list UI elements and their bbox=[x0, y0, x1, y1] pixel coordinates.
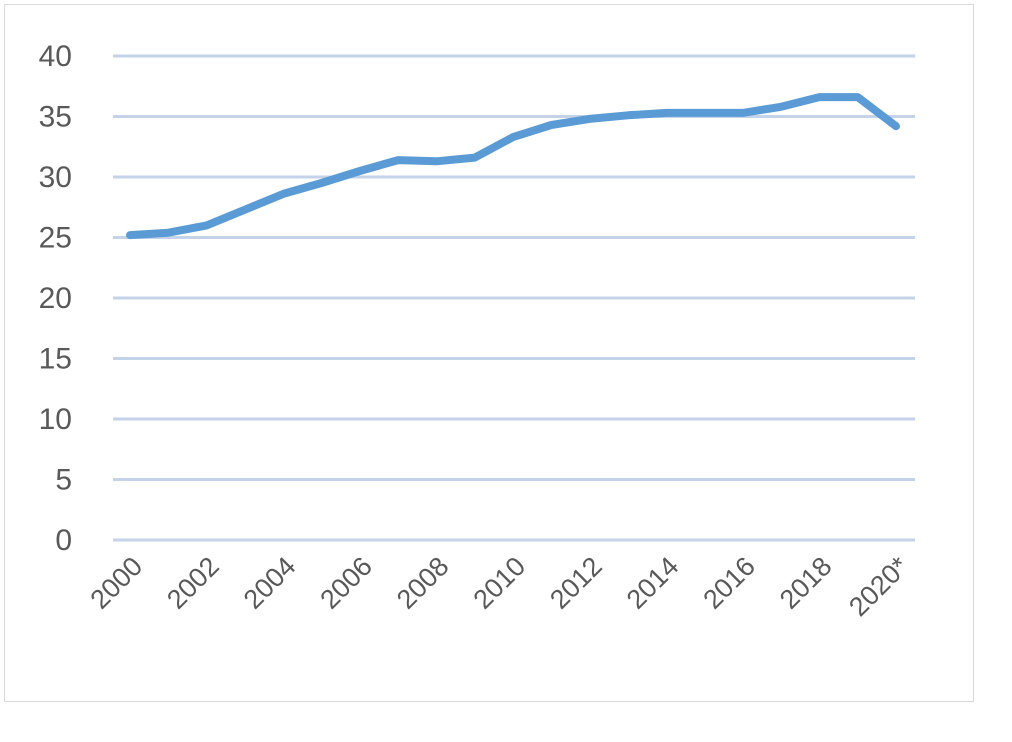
x-tick-label-2002: 2002 bbox=[161, 551, 225, 615]
data-point-2013 bbox=[627, 114, 629, 116]
x-tick-label-2000: 2000 bbox=[85, 551, 149, 615]
data-point-2001 bbox=[167, 232, 169, 234]
data-point-2016 bbox=[742, 112, 744, 114]
y-tick-label-25: 25 bbox=[39, 222, 72, 255]
x-axis-tick-labels: 2000 2002 2004 2006 2008 2010 2012 2014 2016 2018… bbox=[85, 551, 915, 622]
y-tick-label-10: 10 bbox=[39, 403, 72, 436]
y-tick-label-20: 20 bbox=[39, 282, 72, 315]
y-tick-label-0: 0 bbox=[55, 524, 72, 557]
x-tick-label-2016: 2016 bbox=[697, 551, 761, 615]
series-layer bbox=[126, 93, 900, 240]
data-point-2014 bbox=[665, 112, 667, 114]
data-point-2012 bbox=[589, 118, 591, 120]
x-tick-label-2018: 2018 bbox=[774, 551, 838, 615]
x-tick-label-2020: 2020* bbox=[843, 551, 914, 622]
data-point-2002 bbox=[206, 224, 208, 226]
data-point-2000 bbox=[129, 234, 131, 236]
data-point-2018 bbox=[818, 96, 820, 98]
data-point-2011 bbox=[550, 124, 552, 126]
y-axis-tick-labels: 0 5 10 15 20 25 30 35 40 bbox=[39, 40, 72, 557]
y-tick-label-5: 5 bbox=[55, 464, 72, 497]
data-point-2020 bbox=[895, 125, 897, 127]
data-point-2015 bbox=[704, 112, 705, 114]
gridlines bbox=[113, 54, 915, 542]
data-point-2004 bbox=[282, 193, 284, 195]
data-point-2006 bbox=[359, 170, 361, 172]
x-tick-label-2008: 2008 bbox=[391, 551, 455, 615]
data-point-2005 bbox=[321, 182, 322, 184]
y-tick-label-30: 30 bbox=[39, 161, 72, 194]
data-point-2007 bbox=[397, 159, 399, 161]
x-tick-label-2014: 2014 bbox=[621, 551, 685, 615]
x-tick-label-2012: 2012 bbox=[544, 551, 608, 615]
x-tick-label-2004: 2004 bbox=[238, 551, 302, 615]
data-point-2003 bbox=[244, 209, 246, 211]
x-tick-label-2006: 2006 bbox=[314, 551, 378, 615]
data-point-2009 bbox=[474, 157, 476, 159]
data-point-2010 bbox=[512, 136, 514, 138]
y-tick-label-40: 40 bbox=[39, 40, 72, 73]
y-tick-label-15: 15 bbox=[39, 343, 72, 376]
x-tick-label-2010: 2010 bbox=[468, 551, 532, 615]
data-point-2017 bbox=[780, 106, 782, 108]
data-point-2019 bbox=[857, 96, 859, 98]
y-tick-label-35: 35 bbox=[39, 101, 72, 134]
chart-frame bbox=[4, 4, 974, 702]
data-point-2008 bbox=[435, 160, 437, 162]
